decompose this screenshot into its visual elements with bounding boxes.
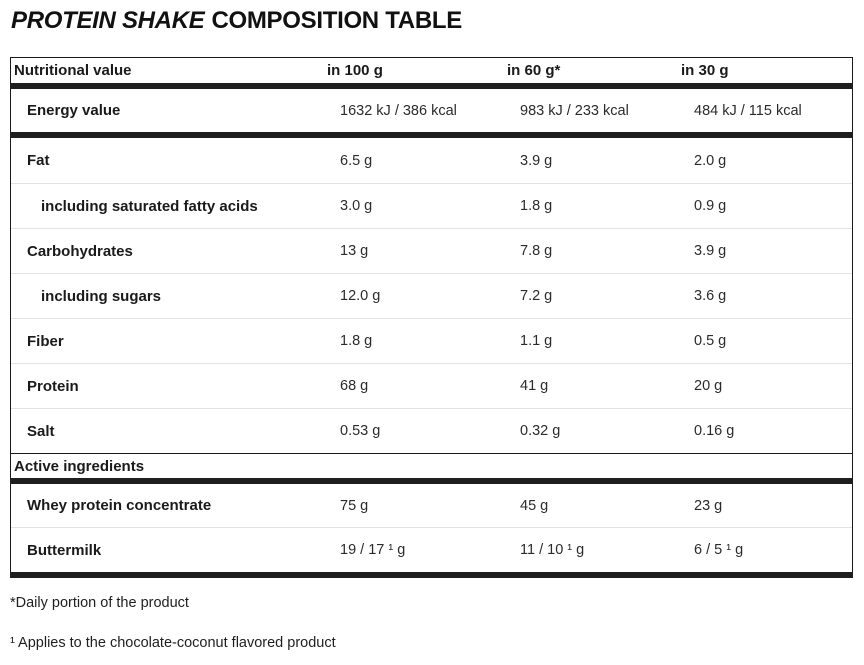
footnote-chocolate-coconut: ¹ Applies to the chocolate-coconut flavo…	[10, 635, 336, 651]
row-value-30g: 2.0 g	[694, 152, 727, 169]
table-row-carbohydrates: Carbohydrates 13 g 7.8 g 3.9 g	[11, 228, 852, 273]
row-value-60g: 1.1 g	[520, 333, 553, 349]
row-value-60g: 3.9 g	[520, 152, 553, 169]
row-value-30g: 484 kJ / 115 kcal	[694, 102, 802, 119]
footnotes: *Daily portion of the product ¹ Applies …	[10, 595, 864, 651]
row-value-100g: 1.8 g	[340, 333, 373, 349]
thick-divider-bottom	[10, 572, 853, 578]
thick-divider	[10, 132, 853, 138]
thick-divider	[10, 478, 853, 484]
row-label: Salt	[27, 422, 55, 440]
row-label: Fat	[27, 152, 50, 169]
row-value-30g: 0.5 g	[694, 333, 727, 349]
row-label: Whey protein concentrate	[27, 497, 212, 514]
row-value-60g: 11 / 10 ¹ g	[520, 542, 585, 558]
page-title: PROTEIN SHAKE COMPOSITION TABLE	[0, 0, 864, 35]
row-value-60g: 1.8 g	[520, 198, 553, 214]
section-header-label: Active ingredients	[14, 457, 145, 475]
row-value-100g: 13 g	[340, 243, 369, 259]
section-header-active-ingredients: Active ingredients	[11, 453, 852, 478]
row-value-100g: 12.0 g	[340, 288, 381, 304]
row-value-100g: 0.53 g	[340, 423, 381, 439]
header-nutritional-value: Nutritional value	[14, 62, 132, 79]
row-value-100g: 68 g	[340, 378, 369, 394]
row-label: including saturated fatty acids	[41, 197, 258, 215]
row-value-60g: 41 g	[520, 378, 549, 394]
row-label: Protein	[27, 377, 79, 395]
row-value-60g: 7.8 g	[520, 243, 553, 259]
row-value-60g: 45 g	[520, 497, 549, 514]
table-row-whey-protein: Whey protein concentrate 75 g 45 g 23 g	[11, 484, 852, 527]
header-col-30g: in 30 g	[681, 62, 729, 79]
table-header-row: Nutritional value in 100 g in 60 g* in 3…	[11, 58, 852, 83]
row-label: Buttermilk	[27, 541, 102, 559]
title-suffix: COMPOSITION TABLE	[211, 7, 462, 34]
header-col-100g: in 100 g	[327, 62, 383, 79]
row-value-30g: 23 g	[694, 497, 723, 514]
table-row-saturated-fat: including saturated fatty acids 3.0 g 1.…	[11, 183, 852, 228]
row-label: including sugars	[41, 287, 162, 305]
row-value-100g: 3.0 g	[340, 198, 373, 214]
table-row-fiber: Fiber 1.8 g 1.1 g 0.5 g	[11, 318, 852, 363]
row-value-30g: 3.9 g	[694, 243, 727, 259]
footnote-daily-portion: *Daily portion of the product	[10, 595, 189, 611]
header-col-60g: in 60 g*	[507, 62, 561, 79]
table-row-sugars: including sugars 12.0 g 7.2 g 3.6 g	[11, 273, 852, 318]
row-value-30g: 0.9 g	[694, 198, 727, 214]
row-value-100g: 6.5 g	[340, 152, 373, 169]
composition-table: Nutritional value in 100 g in 60 g* in 3…	[10, 57, 853, 578]
table-row-salt: Salt 0.53 g 0.32 g 0.16 g	[11, 408, 852, 453]
row-value-30g: 6 / 5 ¹ g	[694, 542, 744, 558]
title-product-name: PROTEIN SHAKE	[11, 7, 205, 34]
table-row-buttermilk: Buttermilk 19 / 17 ¹ g 11 / 10 ¹ g 6 / 5…	[11, 527, 852, 572]
row-value-100g: 75 g	[340, 497, 369, 514]
row-value-30g: 20 g	[694, 378, 723, 394]
row-value-30g: 3.6 g	[694, 288, 727, 304]
row-value-30g: 0.16 g	[694, 423, 735, 439]
table-row-energy: Energy value 1632 kJ / 386 kcal 983 kJ /…	[11, 89, 852, 132]
row-value-100g: 19 / 17 ¹ g	[340, 542, 406, 558]
thick-divider	[10, 83, 853, 89]
row-label: Fiber	[27, 332, 64, 350]
row-value-60g: 0.32 g	[520, 423, 561, 439]
row-value-60g: 983 kJ / 233 kcal	[520, 102, 629, 119]
table-row-fat: Fat 6.5 g 3.9 g 2.0 g	[11, 138, 852, 183]
row-label: Energy value	[27, 102, 121, 119]
row-label: Carbohydrates	[27, 242, 133, 260]
row-value-60g: 7.2 g	[520, 288, 553, 304]
table-row-protein: Protein 68 g 41 g 20 g	[11, 363, 852, 408]
row-value-100g: 1632 kJ / 386 kcal	[340, 102, 457, 119]
